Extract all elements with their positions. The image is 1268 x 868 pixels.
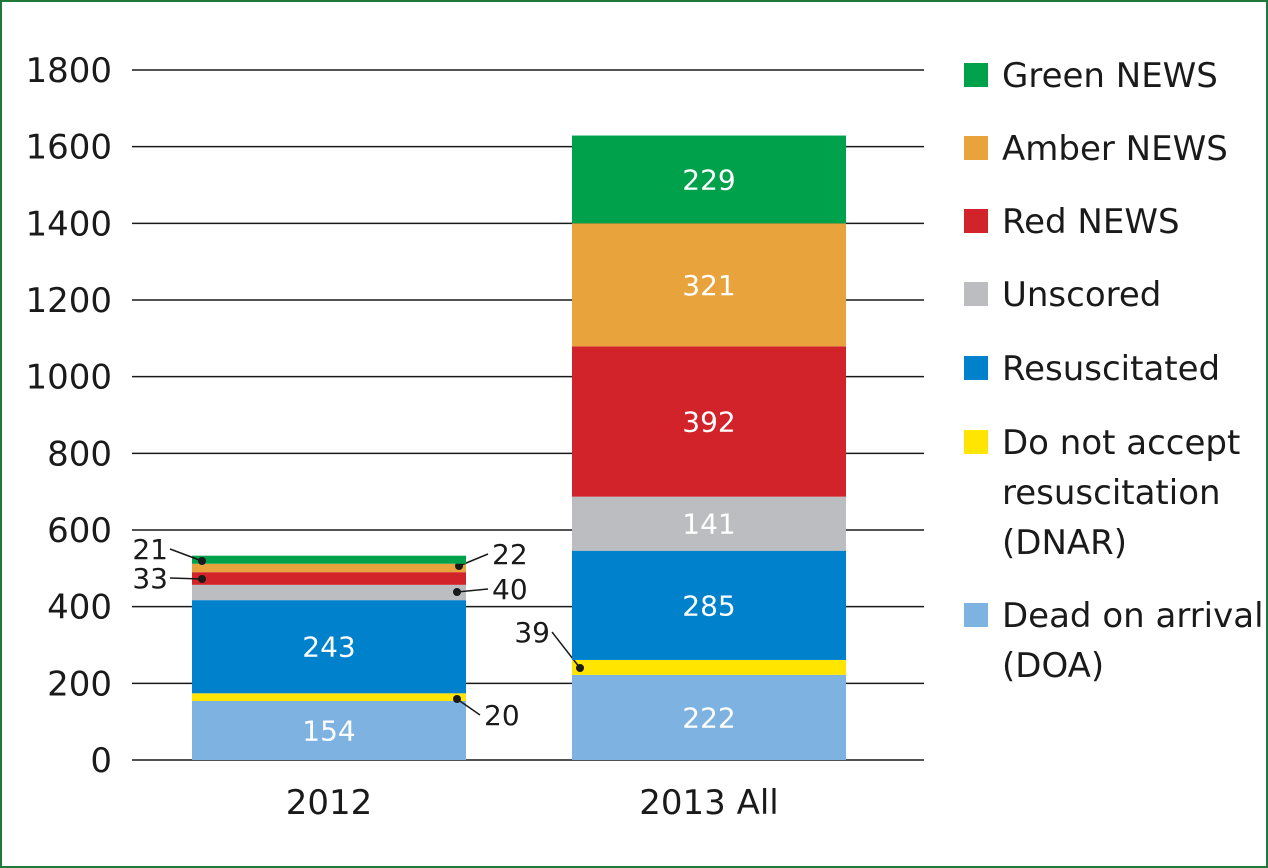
bar-segment	[572, 346, 846, 497]
bar-segment	[192, 555, 466, 564]
callout-dot	[455, 562, 463, 570]
legend-swatch	[964, 63, 988, 87]
data-label: 22	[492, 538, 528, 571]
bar-segment	[572, 496, 846, 551]
data-label: 321	[682, 269, 735, 302]
bar-segment	[192, 563, 466, 573]
callout-line	[456, 698, 481, 716]
y-tick-label: 1400	[25, 204, 112, 244]
legend-label: Dead on arrival	[1002, 596, 1264, 636]
y-tick-label: 600	[47, 511, 112, 551]
x-tick-label: 2012	[286, 783, 373, 823]
bar-segment	[192, 572, 466, 585]
callout-line	[169, 577, 203, 580]
bar-segment	[192, 693, 466, 701]
legend-label: Resuscitated	[1002, 349, 1220, 389]
callout-line	[551, 631, 581, 669]
data-label: 392	[682, 406, 735, 439]
y-tick-label: 1000	[25, 358, 112, 398]
y-tick-label: 1600	[25, 128, 112, 168]
legend-swatch	[964, 356, 988, 380]
data-label: 20	[484, 699, 520, 732]
y-tick-label: 0	[90, 741, 112, 781]
y-tick-label: 400	[47, 588, 112, 628]
bar-segment	[192, 584, 466, 601]
y-tick-label: 800	[47, 434, 112, 474]
callout-dot	[453, 695, 461, 703]
callout-dot	[453, 588, 461, 596]
data-label: 222	[682, 701, 735, 734]
data-label: 285	[682, 589, 735, 622]
legend-swatch	[964, 430, 988, 454]
legend-label: (DNAR)	[1002, 523, 1127, 563]
legend-label: Red NEWS	[1002, 202, 1180, 242]
legend-label: Green NEWS	[1002, 56, 1218, 96]
legend-swatch	[964, 603, 988, 627]
data-label: 243	[302, 631, 355, 664]
data-label: 40	[492, 573, 528, 606]
bar-segment	[192, 600, 466, 694]
y-tick-label: 1800	[25, 51, 112, 91]
legend-swatch	[964, 209, 988, 233]
callout-line	[458, 553, 489, 567]
bar-segment	[192, 700, 466, 760]
y-tick-label: 200	[47, 664, 112, 704]
data-label: 154	[302, 714, 355, 747]
data-label: 229	[682, 163, 735, 196]
legend-label: Do not accept	[1002, 423, 1240, 463]
legend-label: Unscored	[1002, 275, 1161, 315]
callout-dot	[576, 664, 584, 672]
legend-label: (DOA)	[1002, 646, 1104, 686]
data-label: 21	[132, 533, 168, 566]
bar-segment	[572, 135, 846, 224]
legend-label: resuscitation	[1002, 473, 1221, 513]
bar-segment	[572, 659, 846, 675]
bar-segment	[572, 550, 846, 660]
y-tick-label: 1200	[25, 281, 112, 321]
callout-line	[169, 548, 203, 562]
callout-dot	[198, 575, 206, 583]
data-label: 33	[132, 562, 168, 595]
legend-label: Amber NEWS	[1002, 129, 1228, 169]
legend-swatch	[964, 136, 988, 160]
data-label: 39	[514, 616, 550, 649]
x-tick-label: 2013 All	[639, 783, 779, 823]
bar-segment	[572, 674, 846, 760]
data-label: 141	[682, 508, 735, 541]
bar-segment	[572, 223, 846, 347]
legend-swatch	[964, 282, 988, 306]
callout-dot	[198, 557, 206, 565]
callout-line	[456, 588, 489, 593]
